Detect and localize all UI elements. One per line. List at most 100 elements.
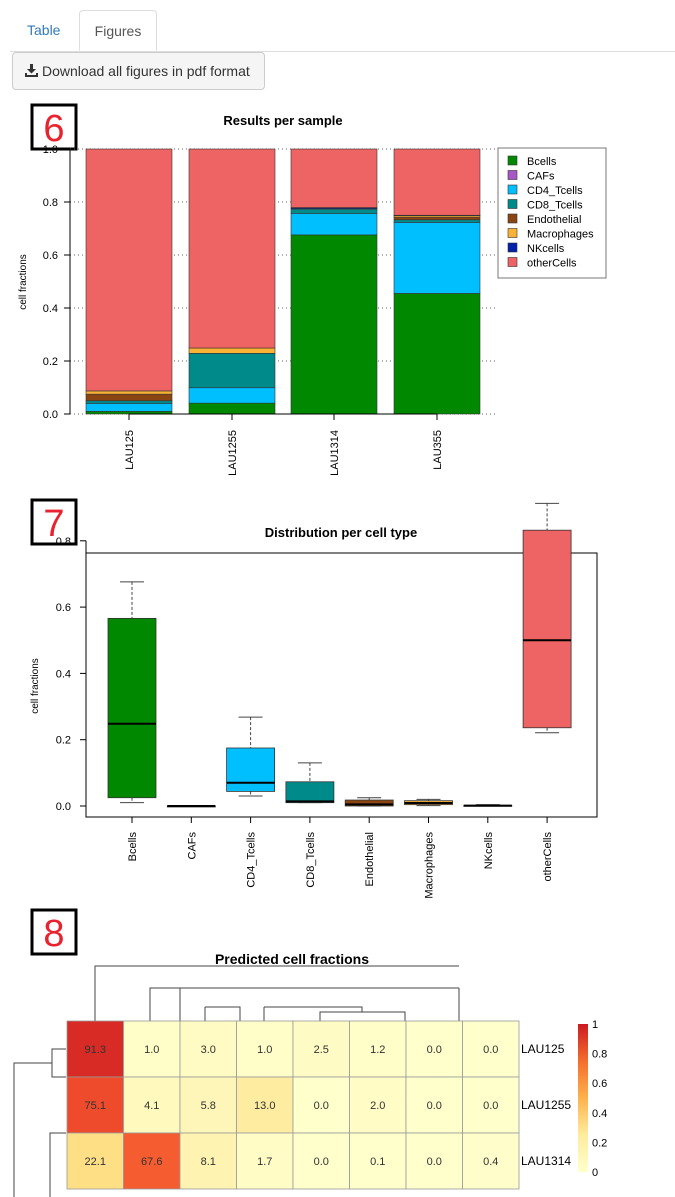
heatmap-cell	[179, 1076, 237, 1134]
download-all-figures-button[interactable]: Download all figures in pdf format	[12, 52, 265, 90]
distribution-per-cell-type-chart: 7 Distribution per cell type cell fracti…	[30, 498, 598, 899]
cell-value: 0.0	[314, 1100, 329, 1112]
cell-value: 5.8	[201, 1100, 216, 1112]
scale-tick-label: 1	[592, 1019, 598, 1031]
heatmap-cell	[66, 1132, 124, 1190]
x-tick-label: NKcells	[483, 832, 495, 870]
download-icon	[25, 64, 38, 77]
bar-segment-cd8_tcells	[85, 400, 173, 404]
bar-segment-bcells	[188, 402, 276, 415]
x-tick-label: LAU1255	[227, 430, 239, 476]
box-cd4_tcells	[226, 747, 276, 792]
tab-table[interactable]: Table	[27, 22, 61, 38]
cell-value: 0.0	[483, 1044, 498, 1056]
legend-swatch-macrophages	[507, 228, 518, 238]
scale-tick-label: 0.4	[592, 1108, 607, 1120]
cell-value: 0.0	[314, 1156, 329, 1168]
x-tick-label: otherCells	[542, 832, 554, 882]
scale-tick-label: 0.6	[592, 1078, 607, 1090]
y-tick-label: 0.6	[56, 602, 71, 614]
x-tick-label: LAU355	[432, 430, 444, 470]
cell-value: 2.0	[370, 1100, 385, 1112]
heatmap-cell	[236, 1020, 294, 1078]
bar-segment-cd8_tcells	[290, 208, 378, 214]
bar-segment-cd4_tcells	[290, 213, 378, 236]
legend-label: Bcells	[527, 156, 557, 168]
bar-segment-othercells	[85, 148, 173, 392]
y-tick-label: 1.0	[43, 144, 58, 156]
legend-label: otherCells	[527, 258, 577, 270]
cell-value: 0.4	[483, 1156, 498, 1168]
tab-divider	[10, 51, 675, 52]
tab-bar: Table Figures	[0, 0, 675, 52]
cell-value: 0.0	[427, 1100, 442, 1112]
legend-label: CD8_Tcells	[527, 200, 583, 212]
box-othercells	[522, 529, 572, 729]
color-scale-bar	[578, 1024, 588, 1172]
y-tick-label: 0.4	[56, 668, 71, 680]
bar-segment-cd8_tcells	[188, 353, 276, 389]
heatmap-cell	[405, 1132, 463, 1190]
download-button-label: Download all figures in pdf format	[42, 63, 250, 79]
bar-segment-othercells	[290, 148, 378, 208]
heatmap-cell	[236, 1132, 294, 1190]
bar-segment-othercells	[188, 148, 276, 349]
row-label: LAU1255	[521, 1098, 571, 1112]
bar-segment-cd4_tcells	[393, 222, 481, 294]
cell-value: 1.0	[257, 1044, 272, 1056]
row-label: LAU1314	[521, 1154, 571, 1168]
legend-swatch-bcells	[507, 155, 518, 166]
x-tick-label: LAU1314	[329, 430, 341, 476]
heatmap-cell	[123, 1132, 181, 1190]
y-tick-label: 0.0	[43, 409, 58, 421]
column-dendrogram	[94, 965, 460, 1021]
y-tick-label: 0.8	[56, 536, 71, 548]
figure-badge	[30, 908, 78, 956]
x-tick-label: Endothelial	[364, 832, 376, 886]
legend-swatch-othercells	[507, 257, 518, 267]
legend-label: Macrophages	[527, 229, 594, 241]
heatmap-cell	[179, 1132, 237, 1190]
legend-label: CD4_Tcells	[527, 185, 583, 197]
bar-segment-cd8_tcells	[393, 219, 481, 223]
box-bcells	[107, 617, 157, 799]
x-tick-label: Bcells	[127, 832, 139, 862]
heatmap-cell	[462, 1076, 520, 1134]
bar-segment-othercells	[393, 148, 481, 216]
legend-swatch-cd8_tcells	[507, 199, 518, 209]
legend-label: CAFs	[527, 171, 555, 183]
figure-badge	[30, 498, 78, 546]
legend-label: NKcells	[527, 243, 565, 255]
x-tick-label: CD8_Tcells	[305, 832, 317, 888]
cell-value: 75.1	[85, 1100, 106, 1112]
legend-box	[497, 147, 607, 279]
cell-value: 0.0	[427, 1156, 442, 1168]
bar-segment-bcells	[393, 293, 481, 415]
heatmap-cell	[66, 1020, 124, 1078]
legend-swatch-nkcells	[507, 242, 518, 253]
scale-tick-label: 0.2	[592, 1137, 607, 1149]
cell-value: 13.0	[254, 1100, 275, 1112]
heatmap-cell	[292, 1020, 350, 1078]
bar-segment-macrophages	[85, 390, 173, 395]
legend-swatch-endothelial	[507, 213, 518, 224]
y-tick-label: 0.8	[43, 197, 58, 209]
x-tick-label: Macrophages	[424, 832, 436, 899]
results-per-sample-chart: 6 Results per sample cell fractions 0.0 0…	[18, 103, 607, 476]
row-label: LAU125	[521, 1042, 565, 1056]
x-tick-label: CAFs	[186, 832, 198, 860]
cell-value: 2.5	[314, 1044, 329, 1056]
figure-number: 8	[43, 913, 64, 955]
heatmap-cell	[462, 1020, 520, 1078]
bar-segment-cd4_tcells	[85, 403, 173, 412]
bar-segment-cd4_tcells	[188, 387, 276, 404]
heatmap-cell	[349, 1076, 407, 1134]
tab-figures[interactable]: Figures	[79, 10, 157, 51]
box-cd8_tcells	[285, 781, 335, 804]
bar-segment-endothelial	[85, 393, 173, 402]
scale-tick-label: 0.8	[592, 1049, 607, 1061]
y-tick-label: 0.0	[56, 801, 71, 813]
plot-frame	[85, 552, 598, 818]
cell-value: 67.6	[141, 1156, 162, 1168]
y-axis-label: cell fractions	[18, 254, 29, 310]
